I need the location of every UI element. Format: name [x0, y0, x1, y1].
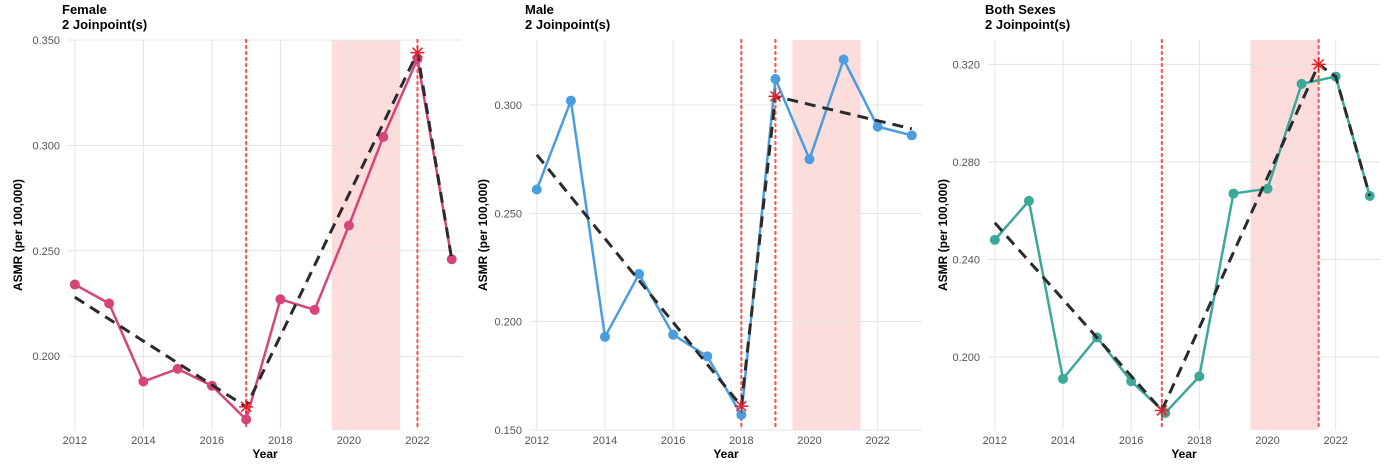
data-point-1	[1023, 195, 1034, 206]
x-tick-label-0: 2012	[63, 435, 87, 447]
data-point-8	[804, 154, 815, 165]
data-point-8	[1262, 183, 1273, 194]
data-point-2	[1057, 373, 1068, 384]
y-axis-label: ASMR (per 100,000)	[11, 179, 25, 291]
y-tick-label-3: 0.320	[952, 59, 980, 71]
joinpoint-marker-stroke-3	[1313, 58, 1325, 70]
y-tick-label-3: 0.350	[32, 35, 60, 47]
data-point-7	[1228, 188, 1239, 199]
panel-title: Female	[62, 2, 107, 17]
data-point-1	[565, 95, 576, 106]
joinpoint-marker-1	[410, 45, 425, 60]
data-point-9	[1296, 78, 1307, 89]
y-tick-label-3: 0.300	[494, 100, 522, 112]
x-axis-label: Year	[713, 447, 739, 461]
joinpoint-marker-1	[768, 89, 783, 104]
fitted-trend-line	[74, 51, 454, 409]
data-point-8	[343, 220, 354, 231]
data-point-3	[634, 269, 645, 279]
y-tick-label-1: 0.240	[952, 254, 980, 266]
data-point-7	[309, 304, 320, 315]
x-axis-label: Year	[252, 447, 278, 461]
panel-title: Both Sexes	[985, 2, 1056, 17]
panel-subtitle: 2 Joinpoint(s)	[985, 17, 1070, 32]
observed-line	[993, 75, 1372, 415]
data-point-2	[599, 331, 610, 342]
y-tick-label-0: 0.200	[32, 351, 60, 363]
data-point-2	[138, 376, 149, 387]
shaded-period	[331, 40, 401, 430]
fitted-trend-line	[535, 94, 913, 408]
joinpoint-marker-0	[239, 399, 254, 414]
y-axis-label: ASMR (per 100,000)	[476, 179, 490, 291]
panel-title: Male	[525, 2, 554, 17]
x-tick-label-4: 2020	[1255, 435, 1279, 447]
y-tick-label-2: 0.250	[494, 208, 522, 220]
data-point-6	[736, 409, 747, 420]
joinpoint-marker-stroke-3	[411, 47, 423, 59]
x-tick-label-0: 2012	[983, 435, 1007, 447]
data-point-4	[668, 329, 679, 340]
data-point-11	[906, 130, 917, 141]
y-tick-label-0: 0.200	[952, 352, 980, 364]
x-tick-label-1: 2014	[593, 435, 617, 447]
data-point-10	[872, 121, 883, 132]
joinpoint-marker-stroke-3	[1156, 405, 1168, 416]
x-tick-label-4: 2020	[797, 435, 821, 447]
data-point-1	[104, 298, 115, 309]
x-axis-label: Year	[1171, 447, 1197, 461]
x-tick-label-3: 2018	[268, 435, 292, 447]
x-tick-label-4: 2020	[337, 435, 361, 447]
y-tick-label-1: 0.200	[494, 317, 522, 329]
x-tick-label-2: 2016	[200, 435, 224, 447]
data-point-3	[172, 363, 183, 374]
x-tick-label-5: 2022	[405, 435, 429, 447]
joinpoint-marker-0	[734, 399, 749, 414]
y-axis-label: ASMR (per 100,000)	[936, 179, 950, 291]
data-point-5	[702, 351, 713, 362]
y-tick-label-2: 0.300	[32, 140, 60, 152]
x-tick-label-5: 2022	[865, 435, 889, 447]
y-tick-label-0: 0.150	[494, 425, 522, 437]
observed-line	[73, 57, 453, 421]
panel-subtitle: 2 Joinpoint(s)	[525, 17, 610, 32]
panel-2: 2012 2014 2016 2018 2020 2022 0.200 0.240 0.280 0…	[936, 2, 1380, 461]
y-tick-label-2: 0.280	[952, 157, 980, 169]
data-point-11	[446, 254, 457, 265]
data-point-5	[241, 414, 252, 425]
data-point-0	[69, 279, 80, 290]
data-point-6	[275, 294, 286, 305]
x-tick-label-5: 2022	[1323, 435, 1347, 447]
data-point-0	[531, 184, 542, 195]
x-tick-label-2: 2016	[1119, 435, 1143, 447]
shaded-period	[792, 40, 861, 430]
data-point-9	[838, 54, 849, 65]
x-tick-label-2: 2016	[661, 435, 685, 447]
y-tick-label-1: 0.250	[32, 246, 60, 258]
panel-0: 2012 2014 2016 2018 2020 2022 0.200 0.250 0.300 0…	[11, 2, 462, 461]
joinpoint-marker-stroke-3	[240, 401, 252, 413]
x-tick-label-1: 2014	[1051, 435, 1075, 447]
data-point-9	[378, 131, 389, 142]
x-tick-label-1: 2014	[131, 435, 155, 447]
joinpoint-marker-stroke-3	[769, 90, 781, 102]
data-point-7	[770, 74, 781, 84]
data-point-0	[989, 234, 1000, 245]
joinpoint-marker-0	[1154, 403, 1169, 418]
panel-1: 2012 2014 2016 2018 2020 2022 0.150 0.200 0.250 0…	[476, 2, 922, 461]
joinpoint-marker-stroke-3	[735, 400, 747, 412]
shaded-period	[1250, 40, 1319, 430]
x-tick-label-0: 2012	[525, 435, 549, 447]
data-point-6	[1194, 371, 1205, 382]
panel-subtitle: 2 Joinpoint(s)	[62, 17, 147, 32]
x-tick-label-3: 2018	[729, 435, 753, 447]
joinpoint-marker-1	[1311, 57, 1326, 72]
x-tick-label-3: 2018	[1187, 435, 1211, 447]
